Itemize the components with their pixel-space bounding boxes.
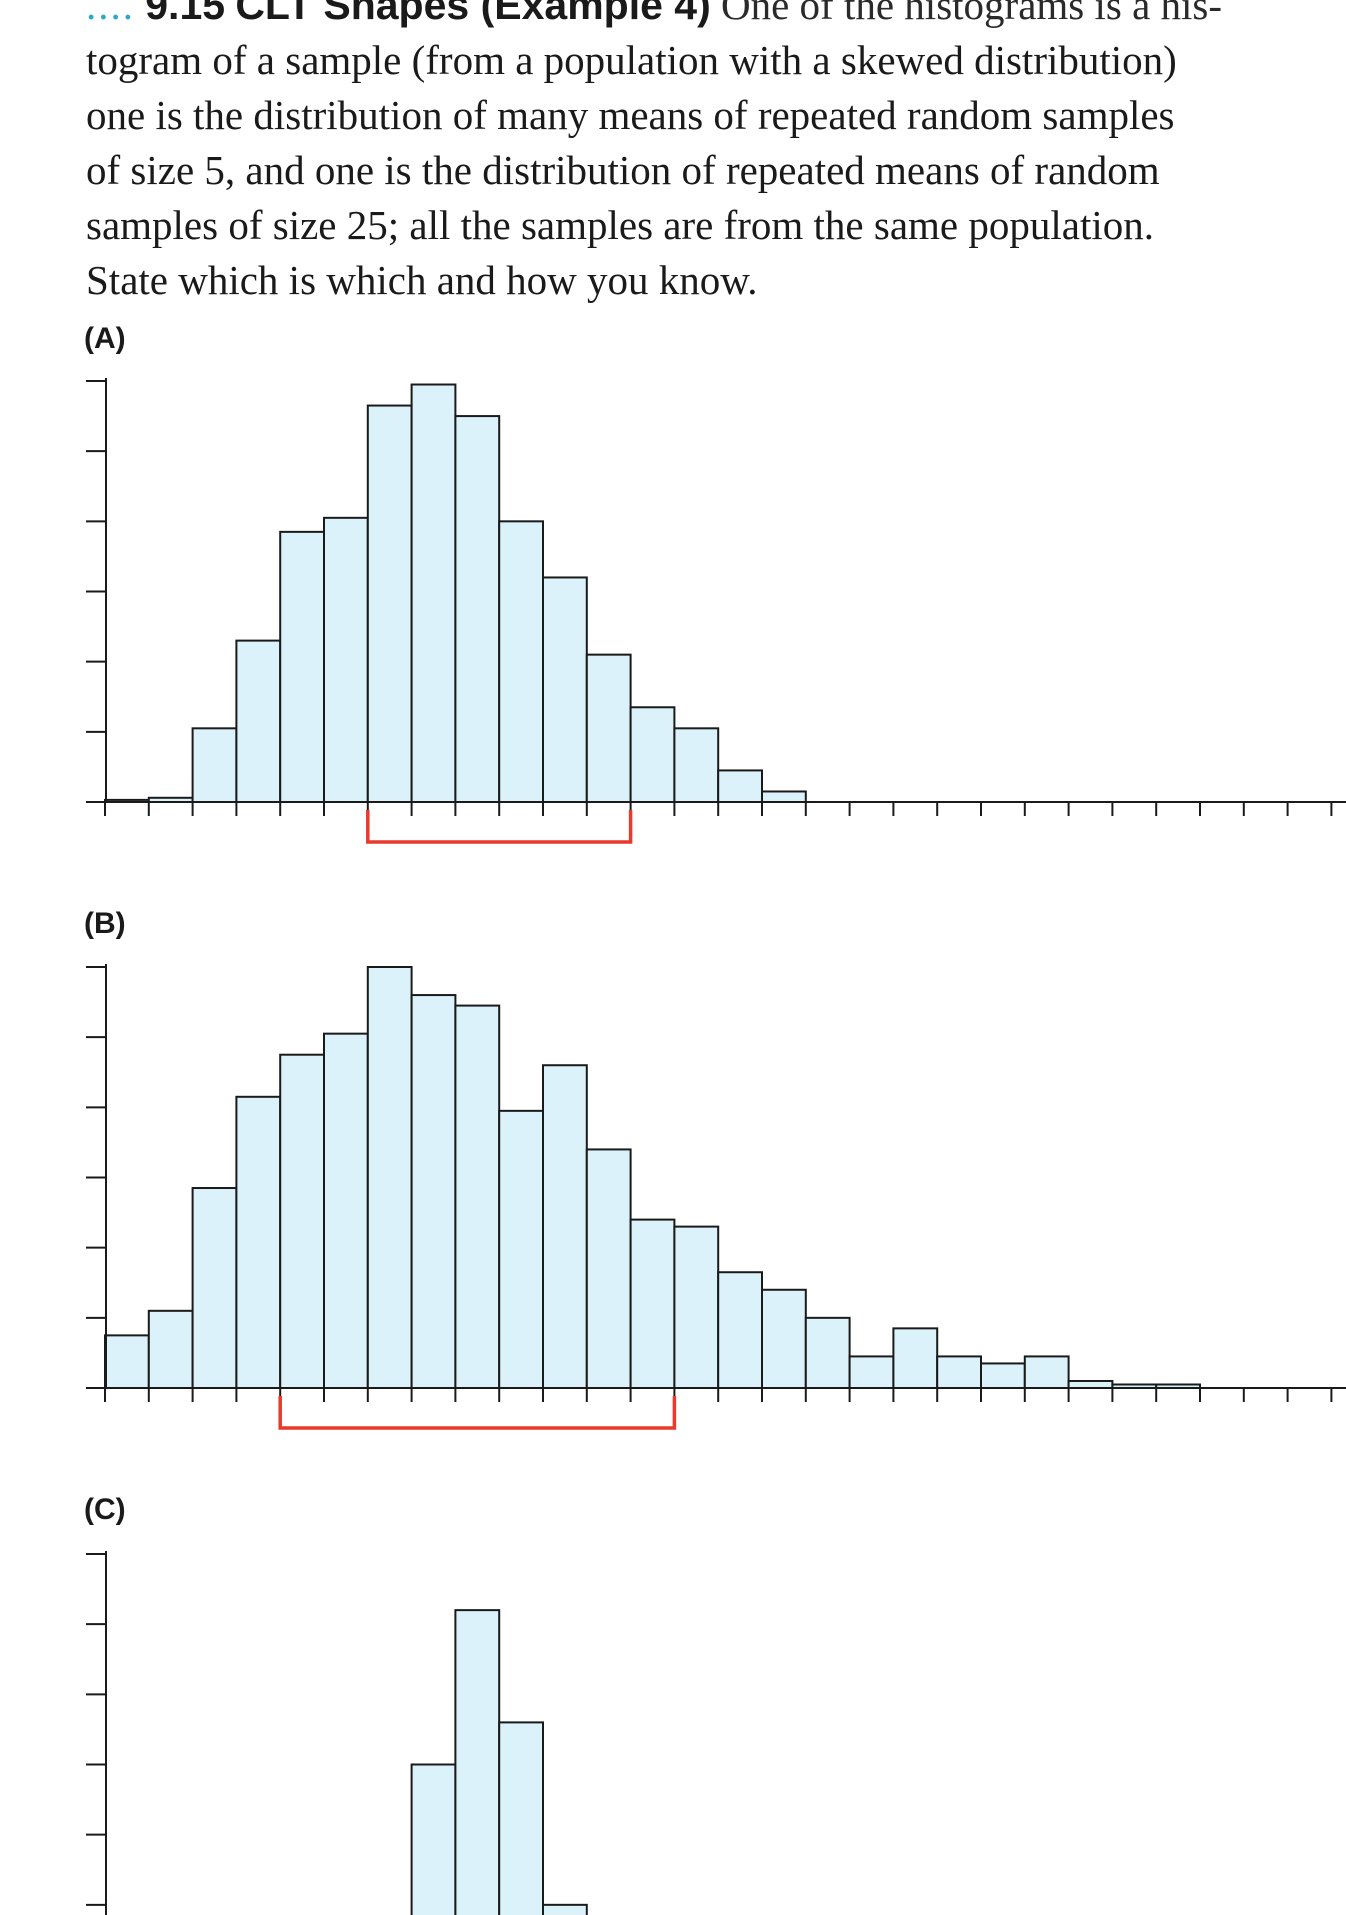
bar-a-2	[191, 727, 238, 804]
bar-a-10	[542, 576, 588, 804]
bar-b-7	[410, 994, 457, 1389]
bar-b-10	[542, 1064, 588, 1389]
bar-b-20	[980, 1362, 1026, 1389]
bar-b-18	[892, 1327, 939, 1389]
bar-b-4	[279, 1053, 326, 1390]
bar-b-19	[936, 1355, 983, 1390]
bar-a-11	[585, 653, 632, 804]
bracket-a	[366, 810, 633, 844]
bar-b-17	[848, 1355, 895, 1390]
problem-text: .... 9.15 CLT Shapes (Example 4) One of …	[86, 0, 1336, 308]
bar-b-5	[323, 1032, 369, 1389]
bar-a-8	[454, 415, 501, 803]
bracket-b	[278, 1396, 677, 1430]
bar-b-12	[629, 1218, 676, 1389]
bar-a-4	[279, 530, 326, 803]
problem-line-4: samples of size 25; all the samples are …	[86, 202, 1154, 248]
bar-a-5	[323, 516, 369, 803]
bar-b-3	[235, 1095, 282, 1390]
bar-b-22	[1067, 1379, 1114, 1389]
bar-b-21	[1023, 1355, 1070, 1390]
bar-a-14	[717, 769, 764, 803]
problem-prefix: ....	[86, 0, 135, 28]
bar-c-2	[454, 1609, 501, 1915]
bar-a-9	[498, 520, 545, 803]
problem-line-2: one is the distribution of many means of…	[86, 92, 1175, 138]
problem-heading: CLT Shapes (Example 4)	[235, 0, 711, 28]
panel-label-b: (B)	[84, 907, 126, 940]
problem-number: 9.15	[145, 0, 226, 28]
bar-a-6	[366, 404, 413, 803]
bar-a-15	[761, 790, 807, 803]
bar-b-13	[673, 1225, 720, 1390]
problem-line-3: of size 5, and one is the distribution o…	[86, 147, 1160, 193]
bar-b-1	[147, 1309, 194, 1389]
bar-b-6	[366, 966, 413, 1389]
bar-b-11	[585, 1148, 632, 1390]
panel-label-c: (C)	[84, 1493, 126, 1526]
problem-line-0: One of the histograms is a his-	[721, 0, 1223, 28]
bar-c-4	[542, 1903, 588, 1915]
problem-line-5: State which is which and how you know.	[86, 257, 758, 303]
problem-line-1: togram of a sample (from a population wi…	[86, 37, 1177, 83]
bar-b-2	[191, 1187, 238, 1390]
bar-b-9	[498, 1109, 545, 1389]
bar-a-12	[629, 706, 676, 804]
bar-b-0	[104, 1334, 150, 1389]
bar-b-16	[804, 1316, 851, 1390]
panel-label-a: (A)	[84, 322, 126, 355]
bar-a-3	[235, 639, 282, 803]
problem-first-line: .... 9.15 CLT Shapes (Example 4) One of …	[86, 0, 1336, 33]
bar-b-14	[717, 1271, 764, 1389]
bar-b-15	[761, 1288, 807, 1390]
bar-a-13	[673, 727, 720, 804]
bar-a-7	[410, 383, 457, 803]
bar-b-8	[454, 1004, 501, 1389]
bar-c-3	[498, 1721, 545, 1915]
bar-c-1	[410, 1763, 457, 1915]
